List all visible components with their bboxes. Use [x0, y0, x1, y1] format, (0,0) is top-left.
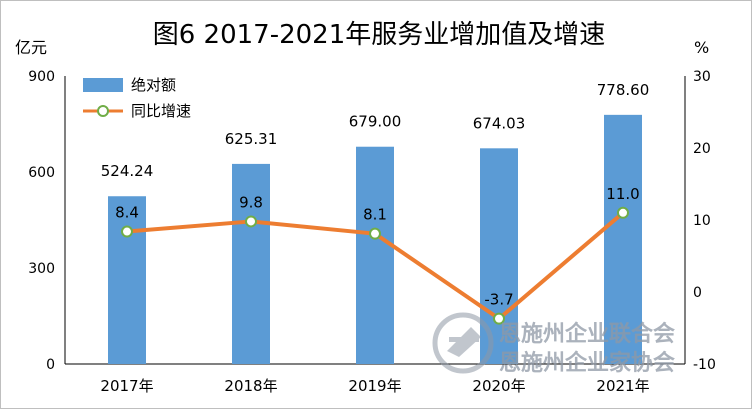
line-data-label: 9.8 [239, 193, 263, 211]
right-tick-labels: -10 0 10 20 30 [693, 69, 716, 373]
watermark: 恩施州企业联合会 恩施州企业家协会 [432, 312, 675, 376]
bar-data-label: 674.03 [473, 114, 526, 132]
left-tick-label: 0 [46, 357, 55, 373]
legend: 绝对额 同比增速 [83, 76, 191, 120]
category-label: 2018年 [224, 377, 277, 395]
line-marker [369, 227, 381, 240]
right-tick-label: -10 [693, 357, 716, 373]
bar-data-label: 625.31 [225, 130, 278, 148]
legend-swatch-marker [97, 105, 109, 117]
line-data-labels: 8.4 9.8 8.1 -3.7 11.0 [115, 185, 640, 309]
line-data-label: 11.0 [606, 185, 639, 203]
category-label: 2019年 [348, 377, 401, 395]
category-label: 2021年 [596, 377, 649, 395]
legend-swatch-bar [83, 78, 123, 92]
bar [356, 146, 394, 364]
line-series [121, 206, 629, 325]
line-data-label: 8.1 [363, 206, 387, 224]
right-tick-label: 0 [693, 285, 702, 301]
chart-title: 图6 2017-2021年服务业增加值及增速 [153, 20, 606, 50]
bar-data-label: 524.24 [101, 162, 154, 180]
left-tick-labels: 0 300 600 900 [28, 69, 55, 373]
line-marker [617, 206, 629, 219]
right-tick-label: 30 [693, 69, 711, 85]
left-tick-label: 600 [28, 165, 55, 181]
left-tick-label: 300 [28, 261, 55, 277]
bar [232, 163, 270, 364]
left-tick-label: 900 [28, 69, 55, 85]
category-labels: 2017年 2018年 2019年 2020年 2021年 [100, 377, 649, 395]
watermark-line-2: 恩施州企业家协会 [499, 350, 675, 376]
right-tick-label: 10 [693, 213, 711, 229]
legend-label-bar: 绝对额 [131, 76, 176, 94]
line-data-label: -3.7 [484, 291, 513, 309]
left-axis-unit: 亿元 [15, 38, 47, 57]
watermark-line-1: 恩施州企业联合会 [499, 321, 675, 347]
right-axis-unit: % [694, 38, 709, 57]
right-tick-label: 20 [693, 141, 711, 157]
line-marker [493, 312, 505, 325]
bar-data-labels: 524.24 625.31 679.00 674.03 778.60 [101, 81, 650, 180]
line-marker [121, 225, 133, 238]
line-data-label: 8.4 [115, 204, 139, 222]
legend-label-line: 同比增速 [131, 102, 191, 120]
bar [108, 196, 146, 364]
category-label: 2020年 [472, 377, 525, 395]
bar-data-label: 778.60 [597, 81, 650, 99]
bar [604, 114, 642, 365]
bar-data-label: 679.00 [349, 113, 402, 131]
category-label: 2017年 [100, 377, 153, 395]
line-marker [245, 215, 257, 228]
logo-icon [432, 312, 494, 374]
